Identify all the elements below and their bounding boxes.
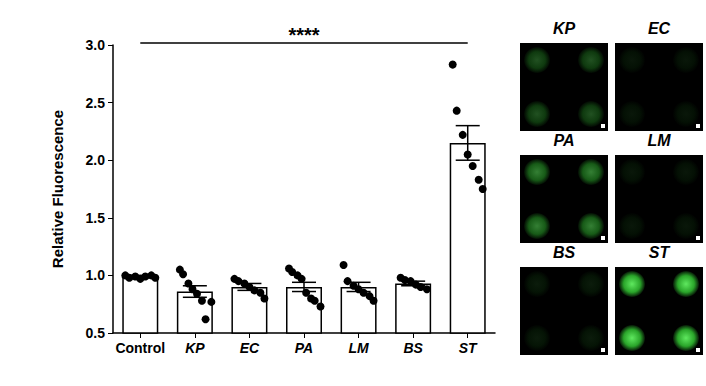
svg-text:****: **** xyxy=(288,24,319,46)
svg-text:LM: LM xyxy=(348,340,369,356)
svg-text:2.5: 2.5 xyxy=(86,95,106,111)
svg-text:Control: Control xyxy=(115,340,165,356)
svg-text:1.5: 1.5 xyxy=(86,210,106,226)
html-text:ST: ST xyxy=(648,244,670,261)
svg-text:1.0: 1.0 xyxy=(86,267,106,283)
html-text:EC: EC xyxy=(647,20,671,37)
svg-text:BS: BS xyxy=(403,340,423,356)
html-text:LM: LM xyxy=(647,132,671,149)
svg-text:2.0: 2.0 xyxy=(86,152,106,168)
svg-text:3.0: 3.0 xyxy=(86,37,106,53)
html-text:BS: BS xyxy=(552,244,576,261)
svg-text:KP: KP xyxy=(185,340,205,356)
svg-text:0.5: 0.5 xyxy=(86,325,106,341)
html-text:KP: KP xyxy=(552,20,576,37)
svg-text:PA: PA xyxy=(295,340,313,356)
svg-text:EC: EC xyxy=(240,340,260,356)
html-text:PA: PA xyxy=(553,132,575,149)
svg-text:Relative Fluorescence: Relative Fluorescence xyxy=(49,110,66,268)
svg-text:ST: ST xyxy=(459,340,478,356)
